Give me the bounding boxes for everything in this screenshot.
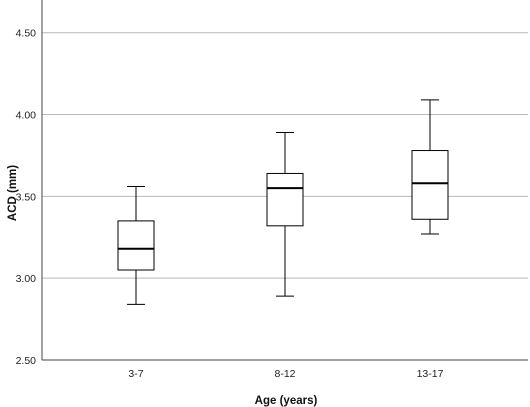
x-tick-label: 3-7	[128, 368, 143, 380]
y-tick-label: 3.50	[16, 191, 37, 203]
y-tick-label: 4.50	[16, 28, 37, 40]
y-tick-labels: 2.50 3.00 3.50 4.00 4.50	[16, 28, 37, 367]
boxes	[117, 99, 449, 305]
y-tick-label: 3.00	[16, 273, 37, 285]
iqr-box	[117, 220, 155, 271]
y-axis-title: ACD (mm)	[7, 165, 19, 221]
y-tick-label: 4.00	[16, 110, 37, 122]
iqr-box	[411, 150, 449, 220]
x-tick-labels: 3-7 8-12 13-17	[128, 368, 443, 380]
box-group-13-17	[411, 99, 449, 235]
x-tick-label: 13-17	[417, 368, 444, 380]
y-tick-label: 2.50	[16, 355, 37, 367]
x-axis-title: Age (years)	[255, 395, 318, 407]
iqr-box	[266, 172, 304, 227]
x-tick-label: 8-12	[274, 368, 295, 380]
box-group-8-12	[266, 132, 304, 297]
box-group-3-7	[117, 186, 155, 305]
